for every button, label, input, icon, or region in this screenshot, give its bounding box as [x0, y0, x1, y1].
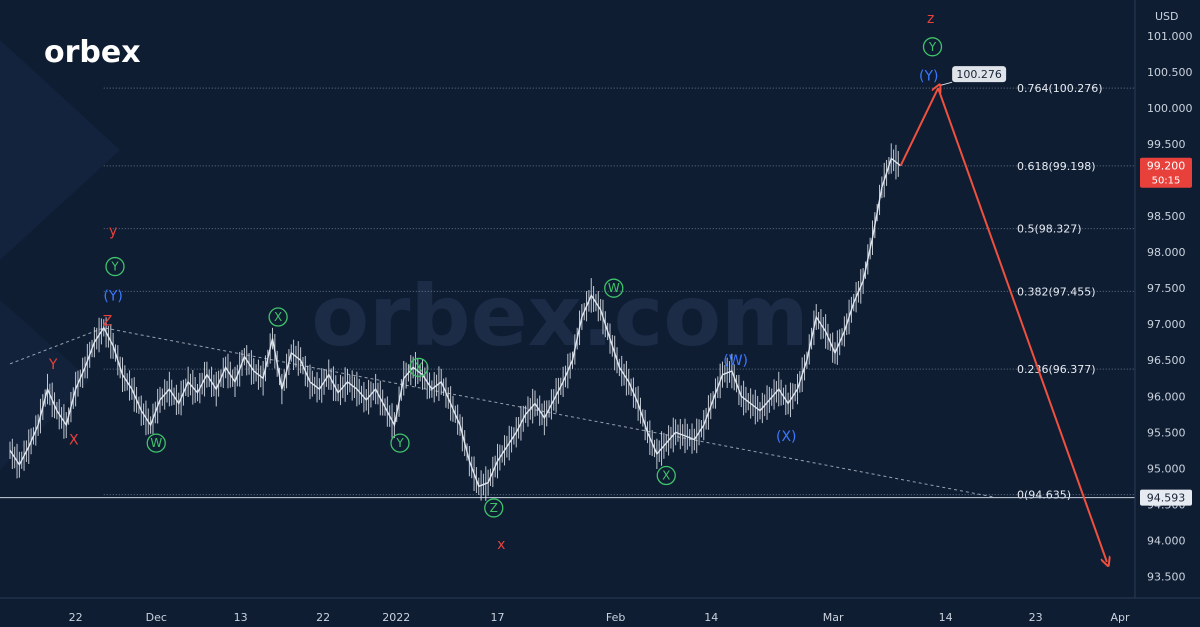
fib-level-label: 0.618(99.198) — [1017, 160, 1096, 173]
fib-level-label: 0.5(98.327) — [1017, 223, 1082, 236]
wave-label: X — [662, 469, 670, 483]
fib-level-label: 0.764(100.276) — [1017, 82, 1103, 95]
x-tick-label: 14 — [939, 611, 953, 624]
fib-level-label: 0.382(97.455) — [1017, 285, 1096, 298]
y-tick-label: 94.000 — [1147, 534, 1186, 547]
x-tick-label: 13 — [234, 611, 248, 624]
wave-label: y — [109, 224, 117, 240]
currency-label: USD — [1155, 10, 1179, 23]
wave-label: W — [608, 281, 620, 295]
wave-label: Y — [48, 357, 58, 373]
projection-arrow-up — [899, 88, 939, 167]
wave-label: (W) — [723, 353, 748, 369]
price-tag-value: 99.200 — [1147, 160, 1186, 173]
x-tick-label: Apr — [1110, 611, 1130, 624]
x-tick-label: 23 — [1029, 611, 1043, 624]
wave-label: W — [150, 436, 162, 450]
price-tag-timer: 50:15 — [1152, 176, 1181, 187]
target-price-box — [952, 66, 1007, 83]
y-axis-panel — [1135, 0, 1200, 627]
wave-label-circle — [390, 433, 410, 453]
projection-arrow-down — [937, 87, 1107, 562]
wave-label: Y — [110, 260, 119, 274]
y-tick-label: 93.500 — [1147, 570, 1186, 583]
wave-label: (Y) — [919, 69, 938, 85]
wave-label: X — [274, 310, 282, 324]
fib-level-label: 0.236(96.377) — [1017, 363, 1096, 376]
y-tick-label: 101.000 — [1147, 30, 1193, 43]
wave-label-circle — [922, 37, 943, 57]
x-tick-label: Dec — [146, 611, 167, 624]
price-tag-box — [1140, 489, 1192, 506]
y-tick-label: 98.500 — [1147, 210, 1186, 223]
y-tick-label: 96.000 — [1147, 390, 1186, 403]
wave-label-circle — [105, 256, 125, 277]
y-tick-label: 96.500 — [1147, 354, 1186, 367]
fib-level-label: 0(94.635) — [1017, 489, 1071, 502]
wave-label-circle — [146, 433, 166, 453]
wave-label-circle — [268, 307, 288, 327]
price-tag-value: 94.593 — [1147, 492, 1186, 505]
wave-label-circle — [484, 498, 504, 518]
trend-line — [9, 327, 995, 498]
y-tick-label: 100.000 — [1147, 102, 1193, 115]
price-tag-box — [1140, 157, 1192, 188]
y-tick-label: 95.000 — [1147, 462, 1186, 475]
wave-label: Z — [103, 314, 113, 330]
y-tick-label: 97.500 — [1147, 282, 1186, 295]
brand-logo: orbex — [44, 35, 141, 70]
x-tick-label: 14 — [704, 611, 718, 624]
wave-label: X — [415, 360, 423, 374]
wave-label: Z — [490, 501, 498, 515]
y-tick-label: 97.000 — [1147, 318, 1186, 331]
wave-label: (Y) — [103, 288, 122, 304]
wave-label: x — [497, 537, 505, 553]
wave-label-circle — [409, 357, 429, 378]
y-tick-label: 100.500 — [1147, 66, 1193, 79]
decor-shape — [0, 40, 120, 260]
y-tick-label: 95.500 — [1147, 426, 1186, 439]
wave-label: z — [927, 11, 934, 27]
y-tick-label: 98.000 — [1147, 246, 1186, 259]
wave-label: Y — [928, 40, 937, 54]
x-tick-label: 17 — [491, 611, 505, 624]
x-tick-label: 22 — [316, 611, 330, 624]
wave-label: (X) — [776, 429, 797, 445]
x-tick-label: Mar — [823, 611, 844, 624]
watermark: orbex.com — [311, 267, 808, 365]
target-price-pointer — [940, 81, 953, 86]
y-tick-label: 99.500 — [1147, 138, 1186, 151]
wave-label-circle — [656, 465, 676, 486]
wave-label: X — [69, 432, 79, 448]
wave-label-circle — [604, 278, 624, 298]
target-price-label: 100.276 — [956, 68, 1002, 81]
decor-shape — [0, 300, 90, 470]
x-tick-label: Feb — [606, 611, 625, 624]
wave-label: Y — [395, 436, 404, 450]
x-tick-label: 22 — [69, 611, 83, 624]
x-tick-label: 2022 — [382, 611, 410, 624]
